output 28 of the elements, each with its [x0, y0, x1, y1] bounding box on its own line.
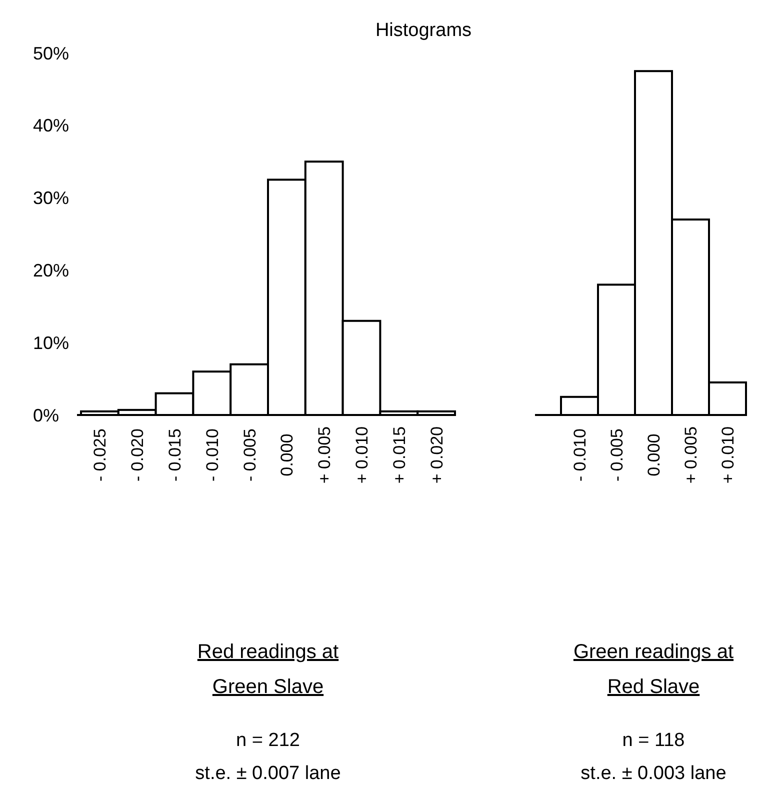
x-tick-label: + 0.010 — [352, 426, 372, 484]
y-tick-label: 10% — [33, 332, 70, 353]
x-tick-label: + 0.020 — [427, 426, 446, 484]
x-tick-label: - 0.020 — [128, 428, 148, 482]
text: st.e. ± 0.007 lane — [195, 763, 341, 784]
x-tick-label: 0.000 — [278, 434, 297, 476]
x-tick-label: - 0.025 — [90, 428, 110, 482]
x-tick-label: 0.000 — [644, 434, 664, 476]
x-tick-label: - 0.005 — [240, 428, 260, 482]
x-tick-label: + 0.005 — [315, 426, 334, 484]
x-tick-label: + 0.010 — [718, 426, 738, 484]
x-tick-label: - 0.010 — [570, 428, 590, 482]
x-tick-label: - 0.015 — [165, 428, 184, 482]
chart-title: Histograms — [375, 20, 472, 41]
x-tick-label: + 0.005 — [681, 426, 700, 484]
y-tick-label: 0% — [33, 405, 60, 426]
x-tick-label: + 0.015 — [390, 426, 409, 484]
y-tick-label: 30% — [33, 188, 70, 208]
y-tick-label: 50% — [33, 43, 70, 64]
text: n = 118 — [622, 730, 685, 751]
text: st.e. ± 0.003 lane — [580, 763, 726, 784]
x-axis-title: Green readings at Red Slave — [573, 641, 734, 698]
text: n = 212 — [236, 730, 300, 751]
y-tick-label: 20% — [33, 260, 70, 280]
y-tick-label: 40% — [33, 116, 70, 136]
x-tick-label: - 0.005 — [607, 428, 626, 482]
x-tick-label: - 0.010 — [202, 428, 222, 482]
x-axis-title: Red readings at Green Slave — [197, 641, 340, 698]
